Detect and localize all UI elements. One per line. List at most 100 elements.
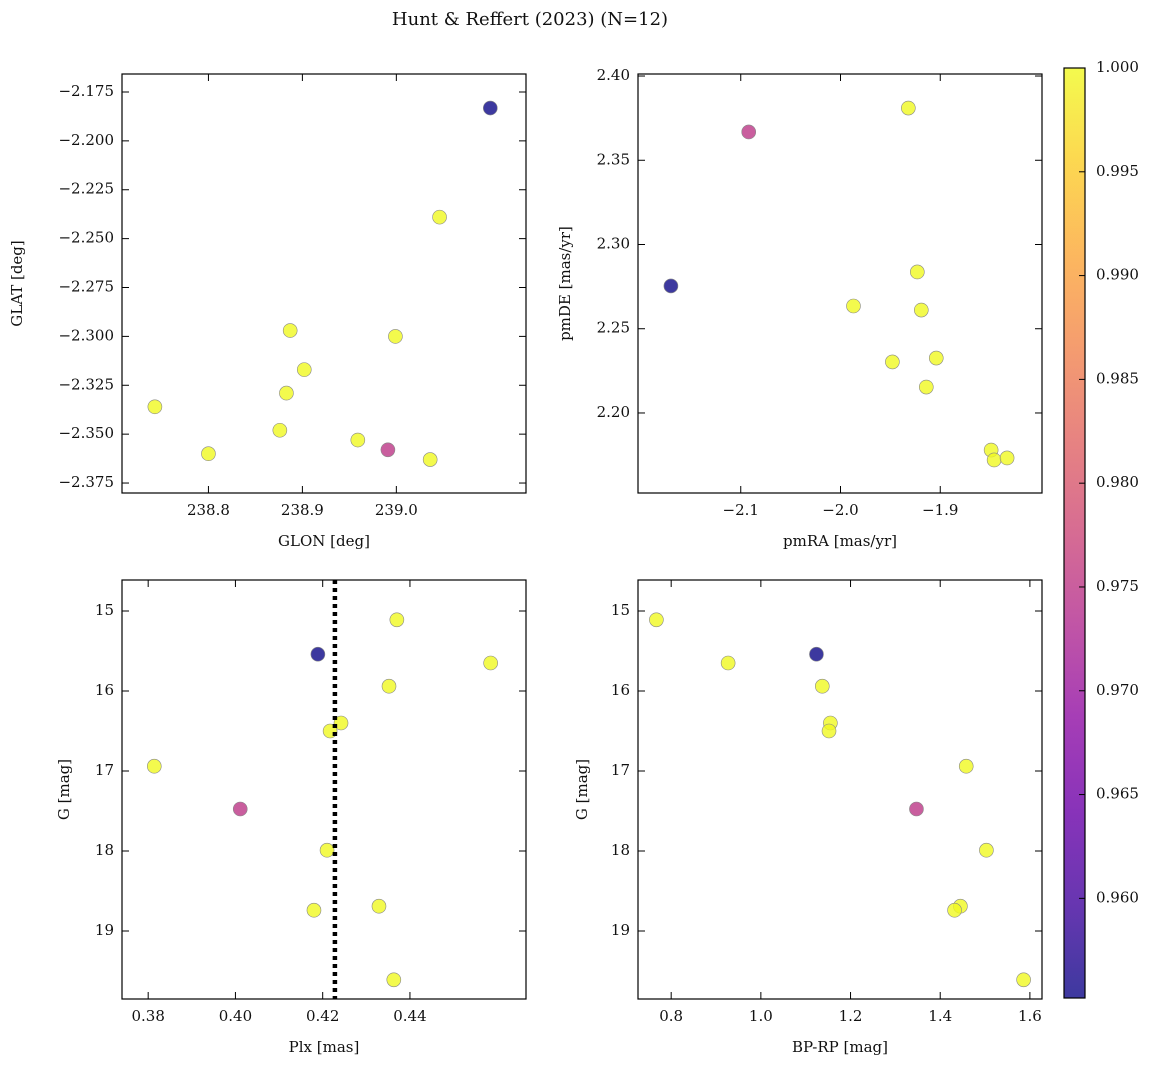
scatter-point [388, 329, 403, 344]
y-tick-label: −2.300 [58, 326, 114, 344]
y-tick-label: 2.40 [597, 66, 630, 84]
y-axis-label: pmDE [mas/yr] [556, 226, 574, 341]
x-tick-label: 1.6 [1018, 1007, 1042, 1025]
colorbar-tick-label: 0.965 [1096, 785, 1139, 803]
x-tick-label: −1.9 [922, 501, 958, 519]
scatter-point [814, 678, 830, 694]
y-tick-label: 17 [95, 761, 114, 779]
x-axis-label: Plx [mas] [289, 1038, 360, 1056]
scatter-point [232, 801, 248, 817]
scatter-point [809, 646, 824, 662]
y-tick-label: −2.200 [58, 131, 114, 149]
scatter-point [422, 452, 438, 467]
y-tick-label: −2.275 [58, 278, 114, 296]
scatter-point [333, 715, 349, 731]
scatter-point [910, 264, 925, 280]
x-tick-label: −2.0 [822, 501, 858, 519]
scatter-point [663, 278, 679, 294]
scatter-point [201, 446, 216, 462]
x-axis-label: BP-RP [mag] [792, 1038, 888, 1056]
scatter-point [146, 758, 162, 774]
axes-frame [637, 73, 1043, 494]
scatter-point [350, 432, 366, 448]
scatter-point [999, 450, 1015, 466]
scatter-point [147, 399, 163, 415]
y-tick-label: 19 [95, 921, 114, 939]
x-tick-label: −2.1 [723, 501, 759, 519]
scatter-point [282, 323, 298, 338]
scatter-point [741, 124, 757, 140]
y-tick-label: −2.175 [58, 82, 114, 100]
y-tick-label: 2.25 [597, 319, 630, 337]
colorbar-tick-label: 0.990 [1096, 266, 1139, 284]
scatter-point [885, 354, 900, 370]
y-tick-label: −2.225 [58, 180, 114, 198]
scatter-point [821, 723, 837, 739]
scatter-point [432, 209, 447, 225]
x-tick-label: 0.42 [306, 1007, 339, 1025]
scatter-point [386, 972, 402, 988]
x-tick-label: 238.8 [187, 501, 230, 519]
scatter-point [1016, 972, 1031, 988]
scatter-point [958, 758, 974, 774]
y-tick-label: 19 [611, 921, 630, 939]
axes-frame [121, 73, 527, 494]
colorbar-tick-label: 0.995 [1096, 162, 1139, 180]
y-tick-label: 16 [611, 681, 630, 699]
x-axis-label: GLON [deg] [278, 532, 370, 550]
scatter-point [846, 298, 861, 314]
scatter-point [979, 842, 994, 858]
scatter-point [913, 302, 929, 318]
scatter-point [306, 902, 322, 918]
axes-frame [121, 579, 527, 1000]
scatter-point [482, 100, 498, 116]
y-tick-label: 16 [95, 681, 114, 699]
x-axis-label: pmRA [mas/yr] [783, 532, 897, 550]
scatter-point [319, 842, 335, 858]
y-tick-label: −2.375 [58, 473, 114, 491]
y-tick-label: −2.250 [58, 229, 114, 247]
colorbar-tick-label: 0.985 [1096, 369, 1139, 387]
scatter-point [296, 362, 312, 377]
scatter-point [649, 612, 664, 628]
scatter-point [918, 379, 934, 395]
y-tick-label: −2.325 [58, 375, 114, 393]
colorbar-tick-label: 0.975 [1096, 577, 1139, 595]
x-tick-label: 238.9 [281, 501, 324, 519]
scatter-point [720, 655, 736, 671]
scatter-point [272, 422, 288, 438]
colorbar [1064, 68, 1085, 998]
scatter-point [389, 612, 405, 628]
scatter-point [986, 452, 1002, 468]
scatter-point [909, 801, 924, 817]
colorbar-tick-label: 0.980 [1096, 473, 1139, 491]
axes-frame [637, 579, 1043, 1000]
colorbar-tick-label: 1.000 [1096, 58, 1139, 76]
colorbar-tick-label: 0.970 [1096, 681, 1139, 699]
y-tick-label: 15 [95, 601, 114, 619]
y-axis-label: G [mag] [55, 759, 73, 820]
y-axis-label: G [mag] [573, 759, 591, 820]
x-tick-label: 239.0 [375, 501, 418, 519]
x-tick-label: 1.0 [749, 1007, 773, 1025]
y-tick-label: 2.30 [597, 234, 630, 252]
y-axis-label: GLAT [deg] [8, 240, 26, 327]
y-tick-label: 18 [611, 841, 630, 859]
scatter-point [928, 350, 944, 366]
figure-title: Hunt & Reffert (2023) (N=12) [392, 9, 668, 30]
colorbar-frame [1063, 67, 1086, 999]
scatter-point [371, 898, 387, 914]
scatter-point [380, 442, 396, 458]
scatter-point [947, 902, 962, 918]
x-tick-label: 0.40 [219, 1007, 252, 1025]
colorbar-tick-label: 0.960 [1096, 888, 1139, 906]
y-tick-label: 18 [95, 841, 114, 859]
scatter-point [381, 678, 397, 694]
scatter-point [483, 655, 498, 671]
y-tick-label: −2.350 [58, 424, 114, 442]
y-tick-label: 2.35 [597, 150, 630, 168]
x-tick-label: 1.2 [839, 1007, 863, 1025]
x-tick-label: 0.8 [659, 1007, 683, 1025]
